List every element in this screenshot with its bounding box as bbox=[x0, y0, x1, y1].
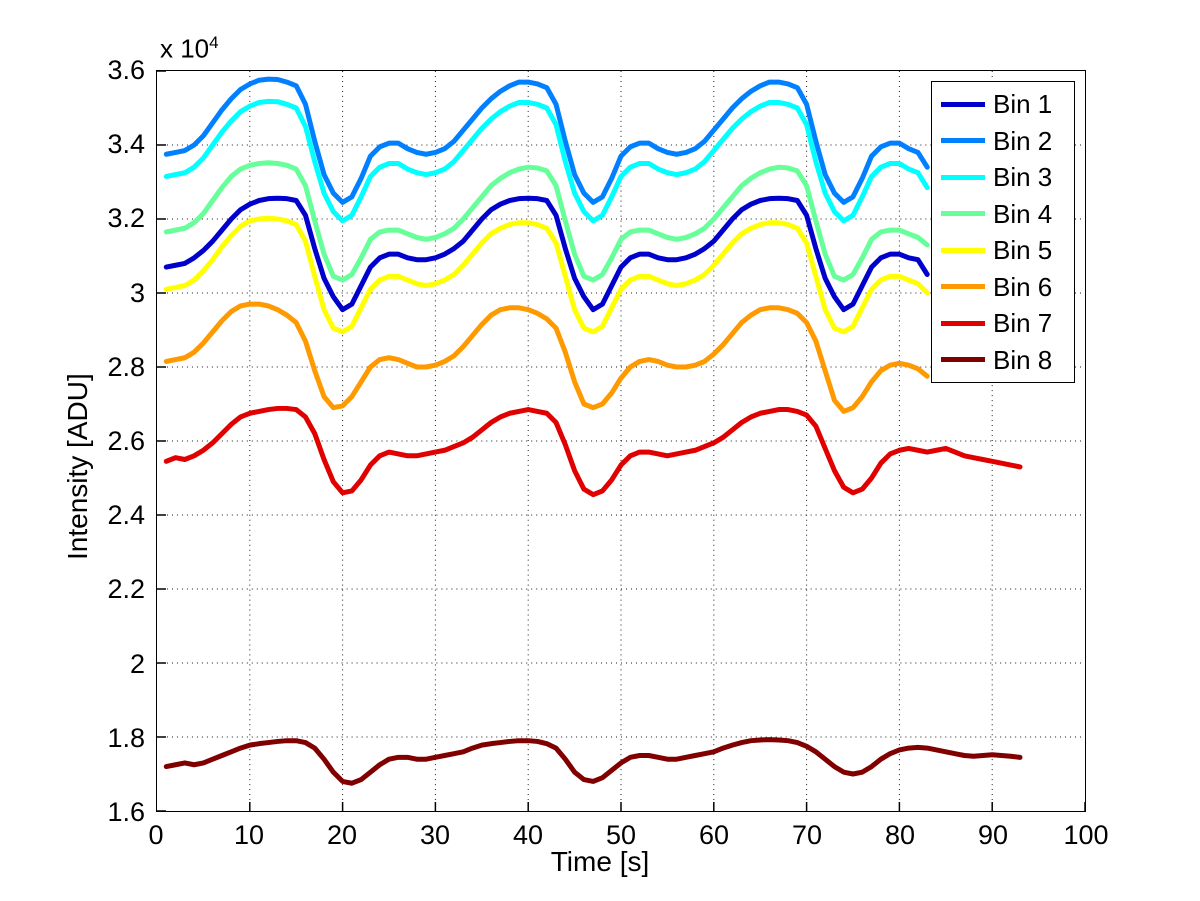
legend-item-bin-6[interactable]: Bin 6 bbox=[932, 270, 1074, 304]
legend-item-bin-2[interactable]: Bin 2 bbox=[932, 124, 1074, 158]
x-tick-label: 50 bbox=[605, 820, 637, 850]
y-tick-label: 2.2 bbox=[107, 574, 145, 605]
y-tick-label: 1.8 bbox=[107, 722, 145, 753]
chart-canvas bbox=[157, 71, 1085, 811]
legend-item-label: Bin 1 bbox=[993, 89, 1053, 120]
legend-item-label: Bin 8 bbox=[993, 344, 1053, 375]
legend-item-bin-7[interactable]: Bin 7 bbox=[932, 306, 1074, 340]
y-axis-exponent-mantissa: x 10 bbox=[160, 33, 210, 64]
y-tick-label: 1.6 bbox=[107, 797, 145, 827]
legend-color-swatch-icon bbox=[941, 174, 985, 180]
y-tick-label: 3 bbox=[129, 277, 145, 308]
legend-item-bin-8[interactable]: Bin 8 bbox=[932, 343, 1074, 377]
x-tick-label: 40 bbox=[512, 820, 544, 850]
y-axis-title: Intensity [ADU] bbox=[62, 373, 93, 560]
y-axis-exponent-multiplier: x 104 bbox=[160, 33, 219, 65]
legend-item-label: Bin 4 bbox=[993, 198, 1053, 229]
legend-item-bin-5[interactable]: Bin 5 bbox=[932, 233, 1074, 267]
y-tick-label: 2.6 bbox=[107, 426, 145, 456]
legend-item-bin-3[interactable]: Bin 3 bbox=[932, 160, 1074, 194]
y-tick-label: 3.4 bbox=[107, 129, 145, 160]
y-tick-label: 3.2 bbox=[107, 203, 145, 234]
series-line-bin-4 bbox=[163, 160, 930, 283]
x-axis-title: Time [s] bbox=[550, 846, 650, 877]
legend-box[interactable]: Bin 1 Bin 2 Bin 3 Bin 4 Bin 5 Bin 6 Bin 7 Bin 8 bbox=[931, 81, 1075, 383]
x-tick-label: 60 bbox=[698, 820, 730, 850]
legend-color-swatch-icon bbox=[941, 211, 985, 217]
legend-item-label: Bin 2 bbox=[993, 125, 1053, 156]
series-line-bin-1 bbox=[163, 195, 930, 313]
y-tick-label: 2 bbox=[129, 648, 145, 679]
legend-color-swatch-icon bbox=[941, 101, 985, 107]
x-tick-label: 30 bbox=[419, 820, 451, 850]
series-line-bin-2 bbox=[163, 76, 930, 205]
x-tick-label: 20 bbox=[326, 820, 358, 850]
legend-color-swatch-icon bbox=[941, 320, 985, 326]
y-tick-label: 2.4 bbox=[107, 500, 145, 531]
legend-color-swatch-icon bbox=[941, 138, 985, 144]
legend-item-label: Bin 7 bbox=[993, 308, 1053, 339]
x-tick-label: 0 bbox=[148, 820, 164, 850]
legend-item-label: Bin 5 bbox=[993, 235, 1053, 266]
x-tick-label: 10 bbox=[233, 820, 265, 850]
series-line-bin-7 bbox=[163, 405, 1023, 498]
x-tick-label: 70 bbox=[791, 820, 823, 850]
y-tick-label: 3.6 bbox=[107, 55, 145, 85]
legend-item-bin-1[interactable]: Bin 1 bbox=[932, 87, 1074, 121]
x-tick-label: 100 bbox=[1063, 820, 1109, 850]
legend-color-swatch-icon bbox=[941, 247, 985, 253]
legend-color-swatch-icon bbox=[941, 284, 985, 290]
series-line-bin-8 bbox=[163, 737, 1023, 786]
y-tick-label: 2.8 bbox=[107, 351, 145, 382]
legend-item-label: Bin 3 bbox=[993, 162, 1053, 193]
legend-item-label: Bin 6 bbox=[993, 271, 1053, 302]
y-axis-exponent-power: 4 bbox=[209, 33, 219, 52]
series-lines bbox=[163, 76, 1023, 786]
x-tick-label: 80 bbox=[884, 820, 916, 850]
series-line-bin-3 bbox=[163, 98, 930, 224]
legend-color-swatch-icon bbox=[941, 357, 985, 363]
legend-item-bin-4[interactable]: Bin 4 bbox=[932, 197, 1074, 231]
series-line-bin-6 bbox=[163, 301, 930, 414]
series-line-bin-5 bbox=[163, 215, 930, 335]
x-tick-label: 90 bbox=[977, 820, 1009, 850]
